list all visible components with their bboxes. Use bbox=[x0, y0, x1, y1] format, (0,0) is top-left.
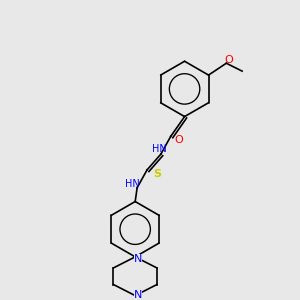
Text: O: O bbox=[174, 135, 183, 145]
Text: O: O bbox=[224, 55, 233, 65]
Text: HN: HN bbox=[125, 179, 140, 189]
Text: HN: HN bbox=[152, 144, 166, 154]
Text: N: N bbox=[134, 290, 142, 300]
Text: N: N bbox=[134, 254, 142, 264]
Text: S: S bbox=[153, 169, 161, 179]
